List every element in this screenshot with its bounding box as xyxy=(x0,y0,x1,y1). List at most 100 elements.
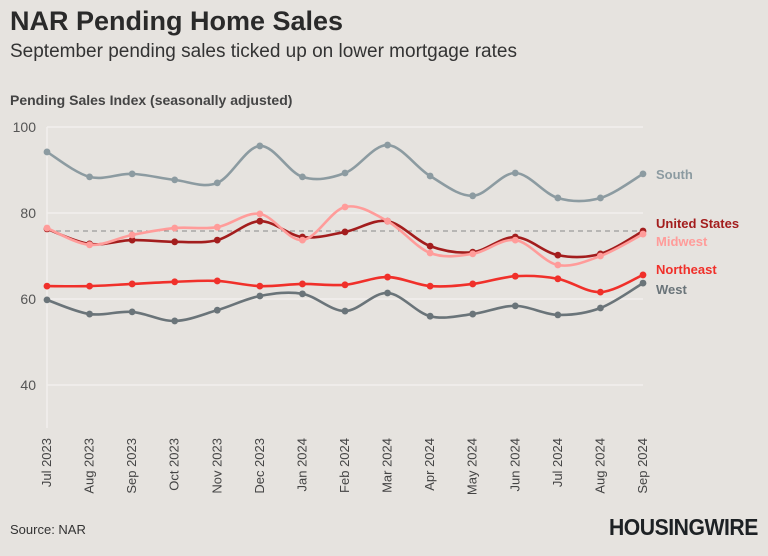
west-point xyxy=(639,279,647,287)
northeast-point xyxy=(426,282,434,290)
united-states-label: United States xyxy=(656,216,739,231)
west-point xyxy=(213,306,221,314)
united-states-point xyxy=(171,238,179,246)
midwest-point xyxy=(256,210,264,218)
source-note: Source: NAR xyxy=(10,522,86,537)
south-point xyxy=(86,173,93,181)
south-point xyxy=(128,170,136,178)
northeast-point xyxy=(554,275,562,283)
south-point xyxy=(299,173,306,181)
south-label: South xyxy=(656,167,693,182)
south-point xyxy=(341,169,349,177)
chart-title: NAR Pending Home Sales xyxy=(10,6,344,36)
west-point xyxy=(171,317,179,325)
south-point xyxy=(171,176,179,184)
y-tick-label: 80 xyxy=(20,205,36,221)
northeast-point xyxy=(384,273,391,281)
y-axis-label: Pending Sales Index (seasonally adjusted… xyxy=(10,92,293,108)
northeast-point xyxy=(299,280,306,288)
west-point xyxy=(43,296,51,304)
south-point xyxy=(511,169,519,177)
y-tick-label: 100 xyxy=(13,119,37,135)
west-point xyxy=(128,308,136,316)
south-point xyxy=(426,172,434,180)
midwest-point xyxy=(639,230,647,238)
x-tick-label: Sep 2024 xyxy=(635,438,650,494)
west-point xyxy=(554,311,562,319)
y-tick-label: 40 xyxy=(20,377,36,393)
west-line xyxy=(46,281,644,323)
midwest-point xyxy=(86,241,93,249)
x-tick-label: Dec 2023 xyxy=(252,438,267,494)
united-states-line xyxy=(46,219,644,259)
northeast-point xyxy=(43,282,51,290)
x-tick-label: Jun 2024 xyxy=(507,438,522,492)
west-point xyxy=(597,304,604,312)
northeast-label: Northeast xyxy=(656,262,717,277)
united-states-point xyxy=(341,228,349,236)
united-states-point xyxy=(554,251,562,259)
south-point xyxy=(43,148,51,156)
west-point xyxy=(426,312,434,320)
west-point xyxy=(341,307,349,315)
west-label: West xyxy=(656,282,687,297)
midwest-point xyxy=(43,224,51,232)
x-tick-label: Apr 2024 xyxy=(422,438,437,491)
x-tick-label: Aug 2024 xyxy=(592,438,607,494)
west-point xyxy=(299,290,306,298)
united-states-point xyxy=(128,236,136,244)
united-states-point xyxy=(426,242,434,250)
x-tick-label: Aug 2023 xyxy=(82,438,97,494)
west-point xyxy=(511,302,519,310)
x-tick-label: Feb 2024 xyxy=(337,438,352,493)
midwest-point xyxy=(341,203,349,211)
northeast-point xyxy=(341,281,349,289)
x-tick-label: Jul 2024 xyxy=(550,438,565,487)
west-point xyxy=(384,289,391,297)
south-point xyxy=(554,194,562,202)
northeast-point xyxy=(639,271,647,279)
y-tick-label: 60 xyxy=(20,291,36,307)
midwest-point xyxy=(597,252,604,260)
northeast-point xyxy=(86,282,93,290)
northeast-point xyxy=(469,280,477,288)
midwest-point xyxy=(554,261,562,269)
northeast-point xyxy=(213,277,221,285)
midwest-point xyxy=(213,223,221,231)
south-point xyxy=(597,194,604,202)
northeast-point xyxy=(597,288,604,296)
midwest-label: Midwest xyxy=(656,234,708,249)
x-tick-label: May 2024 xyxy=(465,438,480,495)
midwest-point xyxy=(426,249,434,257)
west-point xyxy=(256,292,264,300)
united-states-point xyxy=(213,236,221,244)
x-tick-label: Oct 2023 xyxy=(167,438,182,491)
chart-subtitle: September pending sales ticked up on low… xyxy=(10,41,517,62)
south-point xyxy=(256,142,264,150)
x-tick-label: Sep 2023 xyxy=(124,438,139,494)
united-states-point xyxy=(256,217,264,225)
south-point xyxy=(213,179,221,187)
housingwire-logo: HOUSINGWIRE xyxy=(609,514,758,540)
midwest-point xyxy=(171,224,179,232)
midwest-point xyxy=(469,250,477,258)
northeast-point xyxy=(171,278,179,286)
midwest-point xyxy=(511,236,519,244)
northeast-point xyxy=(256,282,264,290)
south-point xyxy=(469,192,477,200)
x-tick-label: Nov 2023 xyxy=(209,438,224,494)
midwest-line xyxy=(46,205,644,267)
south-point xyxy=(384,141,391,149)
x-tick-label: Jan 2024 xyxy=(294,438,309,492)
midwest-point xyxy=(299,236,306,244)
northeast-point xyxy=(511,272,519,280)
south-point xyxy=(639,170,647,178)
midwest-point xyxy=(128,231,136,239)
west-point xyxy=(86,310,93,318)
northeast-point xyxy=(128,280,136,288)
x-tick-label: Jul 2023 xyxy=(39,438,54,487)
west-point xyxy=(469,310,477,318)
x-tick-label: Mar 2024 xyxy=(380,438,395,493)
midwest-point xyxy=(384,217,391,225)
